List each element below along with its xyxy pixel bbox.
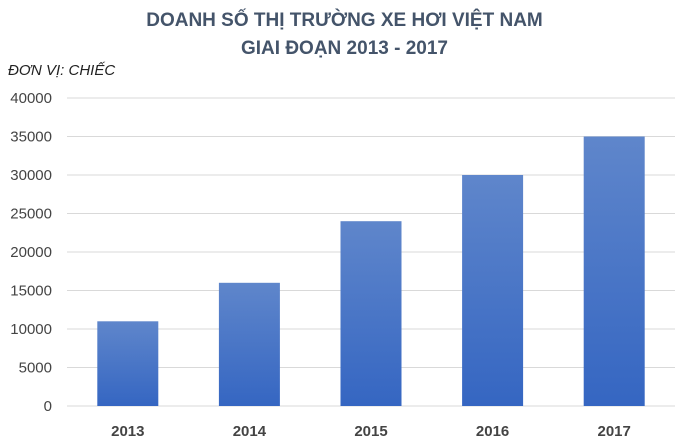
y-tick-label: 5000 xyxy=(19,360,52,377)
bar-2013 xyxy=(97,321,159,406)
x-tick-label: 2014 xyxy=(233,423,267,440)
bar-2015 xyxy=(340,221,402,406)
chart-title-line-1: DOANH SỐ THỊ TRƯỜNG XE HƠI VIỆT NAM xyxy=(146,10,543,31)
bar-2016 xyxy=(462,175,524,406)
y-tick-label: 20000 xyxy=(10,244,52,261)
unit-label: ĐƠN VỊ: CHIẾC xyxy=(8,62,116,79)
y-tick-label: 35000 xyxy=(10,129,52,146)
x-tick-label: 2013 xyxy=(111,423,144,440)
y-tick-label: 0 xyxy=(44,398,52,415)
bar-2017 xyxy=(583,136,645,406)
x-tick-label: 2015 xyxy=(354,423,387,440)
chart-title-line-2: GIAI ĐOẠN 2013 - 2017 xyxy=(241,38,448,59)
y-tick-label: 40000 xyxy=(10,90,52,107)
y-tick-label: 30000 xyxy=(10,167,52,184)
x-tick-label: 2016 xyxy=(476,423,509,440)
y-tick-label: 15000 xyxy=(10,283,52,300)
x-tick-label: 2017 xyxy=(598,423,631,440)
y-tick-label: 25000 xyxy=(10,206,52,223)
y-tick-label: 10000 xyxy=(10,321,52,338)
bar-2014 xyxy=(218,282,280,406)
